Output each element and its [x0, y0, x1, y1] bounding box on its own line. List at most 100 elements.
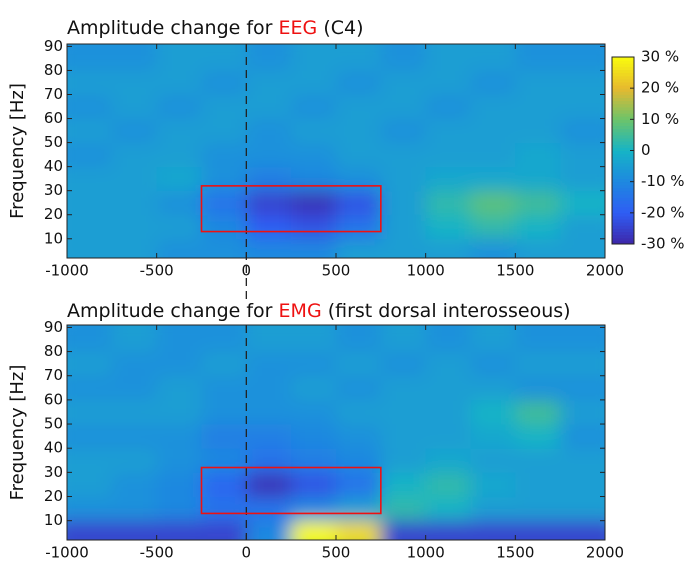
colorbar-segment	[612, 234, 634, 239]
x-tick-label: 2000	[586, 262, 624, 280]
heatmap-cell	[67, 520, 113, 540]
heatmap-cell	[380, 375, 427, 401]
heatmap-cell	[515, 424, 561, 449]
heatmap-cell	[201, 399, 247, 425]
heatmap-cell	[67, 496, 113, 522]
colorbar-segment	[612, 85, 634, 89]
colorbar-tick-label: 30 %	[641, 48, 679, 66]
heatmap-cell	[156, 118, 202, 144]
heatmap-cell	[67, 214, 113, 240]
heatmap-cell	[111, 94, 158, 120]
chart-title: Amplitude change for EEG (C4)	[67, 17, 364, 39]
colorbar-segment	[612, 109, 634, 114]
heatmap-cell	[336, 375, 382, 401]
heatmap-cell	[470, 375, 516, 401]
heatmap-cell	[201, 166, 247, 192]
colorbar-segment	[612, 113, 634, 117]
colorbar-segment	[612, 75, 634, 80]
y-tick-label: 60	[44, 390, 63, 408]
heatmap-cell	[201, 118, 247, 144]
y-tick-label: 90	[44, 318, 63, 336]
heatmap-cell	[111, 238, 158, 258]
heatmap-cell	[111, 214, 158, 240]
heatmap-cell	[425, 118, 471, 144]
heatmap-cell	[291, 375, 337, 401]
heatmap-cell	[425, 375, 471, 401]
colorbar-segment	[612, 166, 634, 170]
heatmap-cell	[291, 142, 337, 168]
highlight-box	[200, 185, 382, 233]
y-tick-label: 20	[44, 487, 63, 505]
x-tick-label: 1500	[496, 262, 534, 280]
colorbar-segment	[612, 72, 634, 77]
heatmap-cell	[560, 375, 605, 401]
colorbar-segment	[612, 144, 634, 148]
heatmap-cell	[470, 325, 516, 353]
heatmap-cell	[515, 520, 561, 540]
heatmap-cell	[470, 496, 516, 522]
heatmap-cell	[156, 238, 202, 258]
heatmap-cell	[291, 44, 337, 71]
colorbar-segment	[612, 63, 634, 67]
heatmap-cell	[380, 496, 427, 522]
y-tick-label: 30	[44, 181, 63, 199]
heatmap-cell	[336, 118, 382, 144]
heatmap-cell	[201, 142, 247, 168]
heatmap-cell	[425, 325, 471, 353]
heatmap-cell	[156, 375, 202, 401]
heatmap-cell	[336, 424, 382, 449]
colorbar-segment	[612, 203, 634, 208]
highlight-box	[200, 466, 382, 515]
y-tick-label: 50	[44, 415, 63, 433]
heatmap-cell	[67, 190, 113, 216]
heatmap-cell	[201, 496, 247, 522]
heatmap-cell	[560, 44, 605, 71]
heatmap-cell	[67, 424, 113, 449]
heatmap-cell	[560, 214, 605, 240]
heatmap-cell	[156, 448, 202, 473]
heatmap-cell	[111, 448, 158, 473]
heatmap-cell	[201, 94, 247, 120]
colorbar-tick-label: -30 %	[641, 235, 685, 253]
heatmap-cell	[380, 399, 427, 425]
heatmap-cell	[560, 399, 605, 425]
heatmap-cell	[156, 351, 202, 377]
heatmap-cell	[470, 448, 516, 473]
title-part: (C4)	[317, 17, 363, 39]
heatmap-cell	[560, 166, 605, 192]
heatmap-cell	[111, 142, 158, 168]
title-part: EMG	[279, 300, 322, 322]
x-tick-label: 1000	[407, 262, 445, 280]
heatmap-cell	[111, 118, 158, 144]
colorbar-segment	[612, 91, 634, 95]
colorbar-segment	[612, 141, 634, 145]
heatmap-cell	[336, 214, 382, 240]
heatmap-cell	[425, 166, 471, 192]
cell-group	[67, 325, 605, 540]
colorbar-segment	[612, 57, 634, 61]
heatmap-cell	[67, 325, 113, 353]
colorbar-segment	[612, 215, 634, 220]
heatmap-cell	[380, 351, 427, 377]
heatmap-cell	[515, 325, 561, 353]
x-tick-label: -500	[140, 544, 174, 562]
heatmap-cell	[201, 472, 247, 498]
heatmap-cell	[291, 94, 337, 120]
heatmap-cell	[380, 166, 427, 192]
y-tick-label: 80	[44, 342, 63, 360]
heatmap-cell	[560, 424, 605, 449]
y-tick-label: 50	[44, 133, 63, 151]
heatmap-cell	[67, 166, 113, 192]
heatmap-cell	[470, 238, 516, 258]
colorbar-segment	[612, 103, 634, 108]
x-tick-label: -500	[140, 262, 174, 280]
heatmap-cell	[67, 238, 113, 258]
heatmap-cell	[470, 190, 516, 216]
colorbar-segment	[612, 97, 634, 102]
title-part: Amplitude change for	[67, 17, 279, 39]
heatmap-cell	[246, 142, 292, 168]
heatmap-cell	[515, 166, 561, 192]
colorbar-segment	[612, 237, 634, 242]
